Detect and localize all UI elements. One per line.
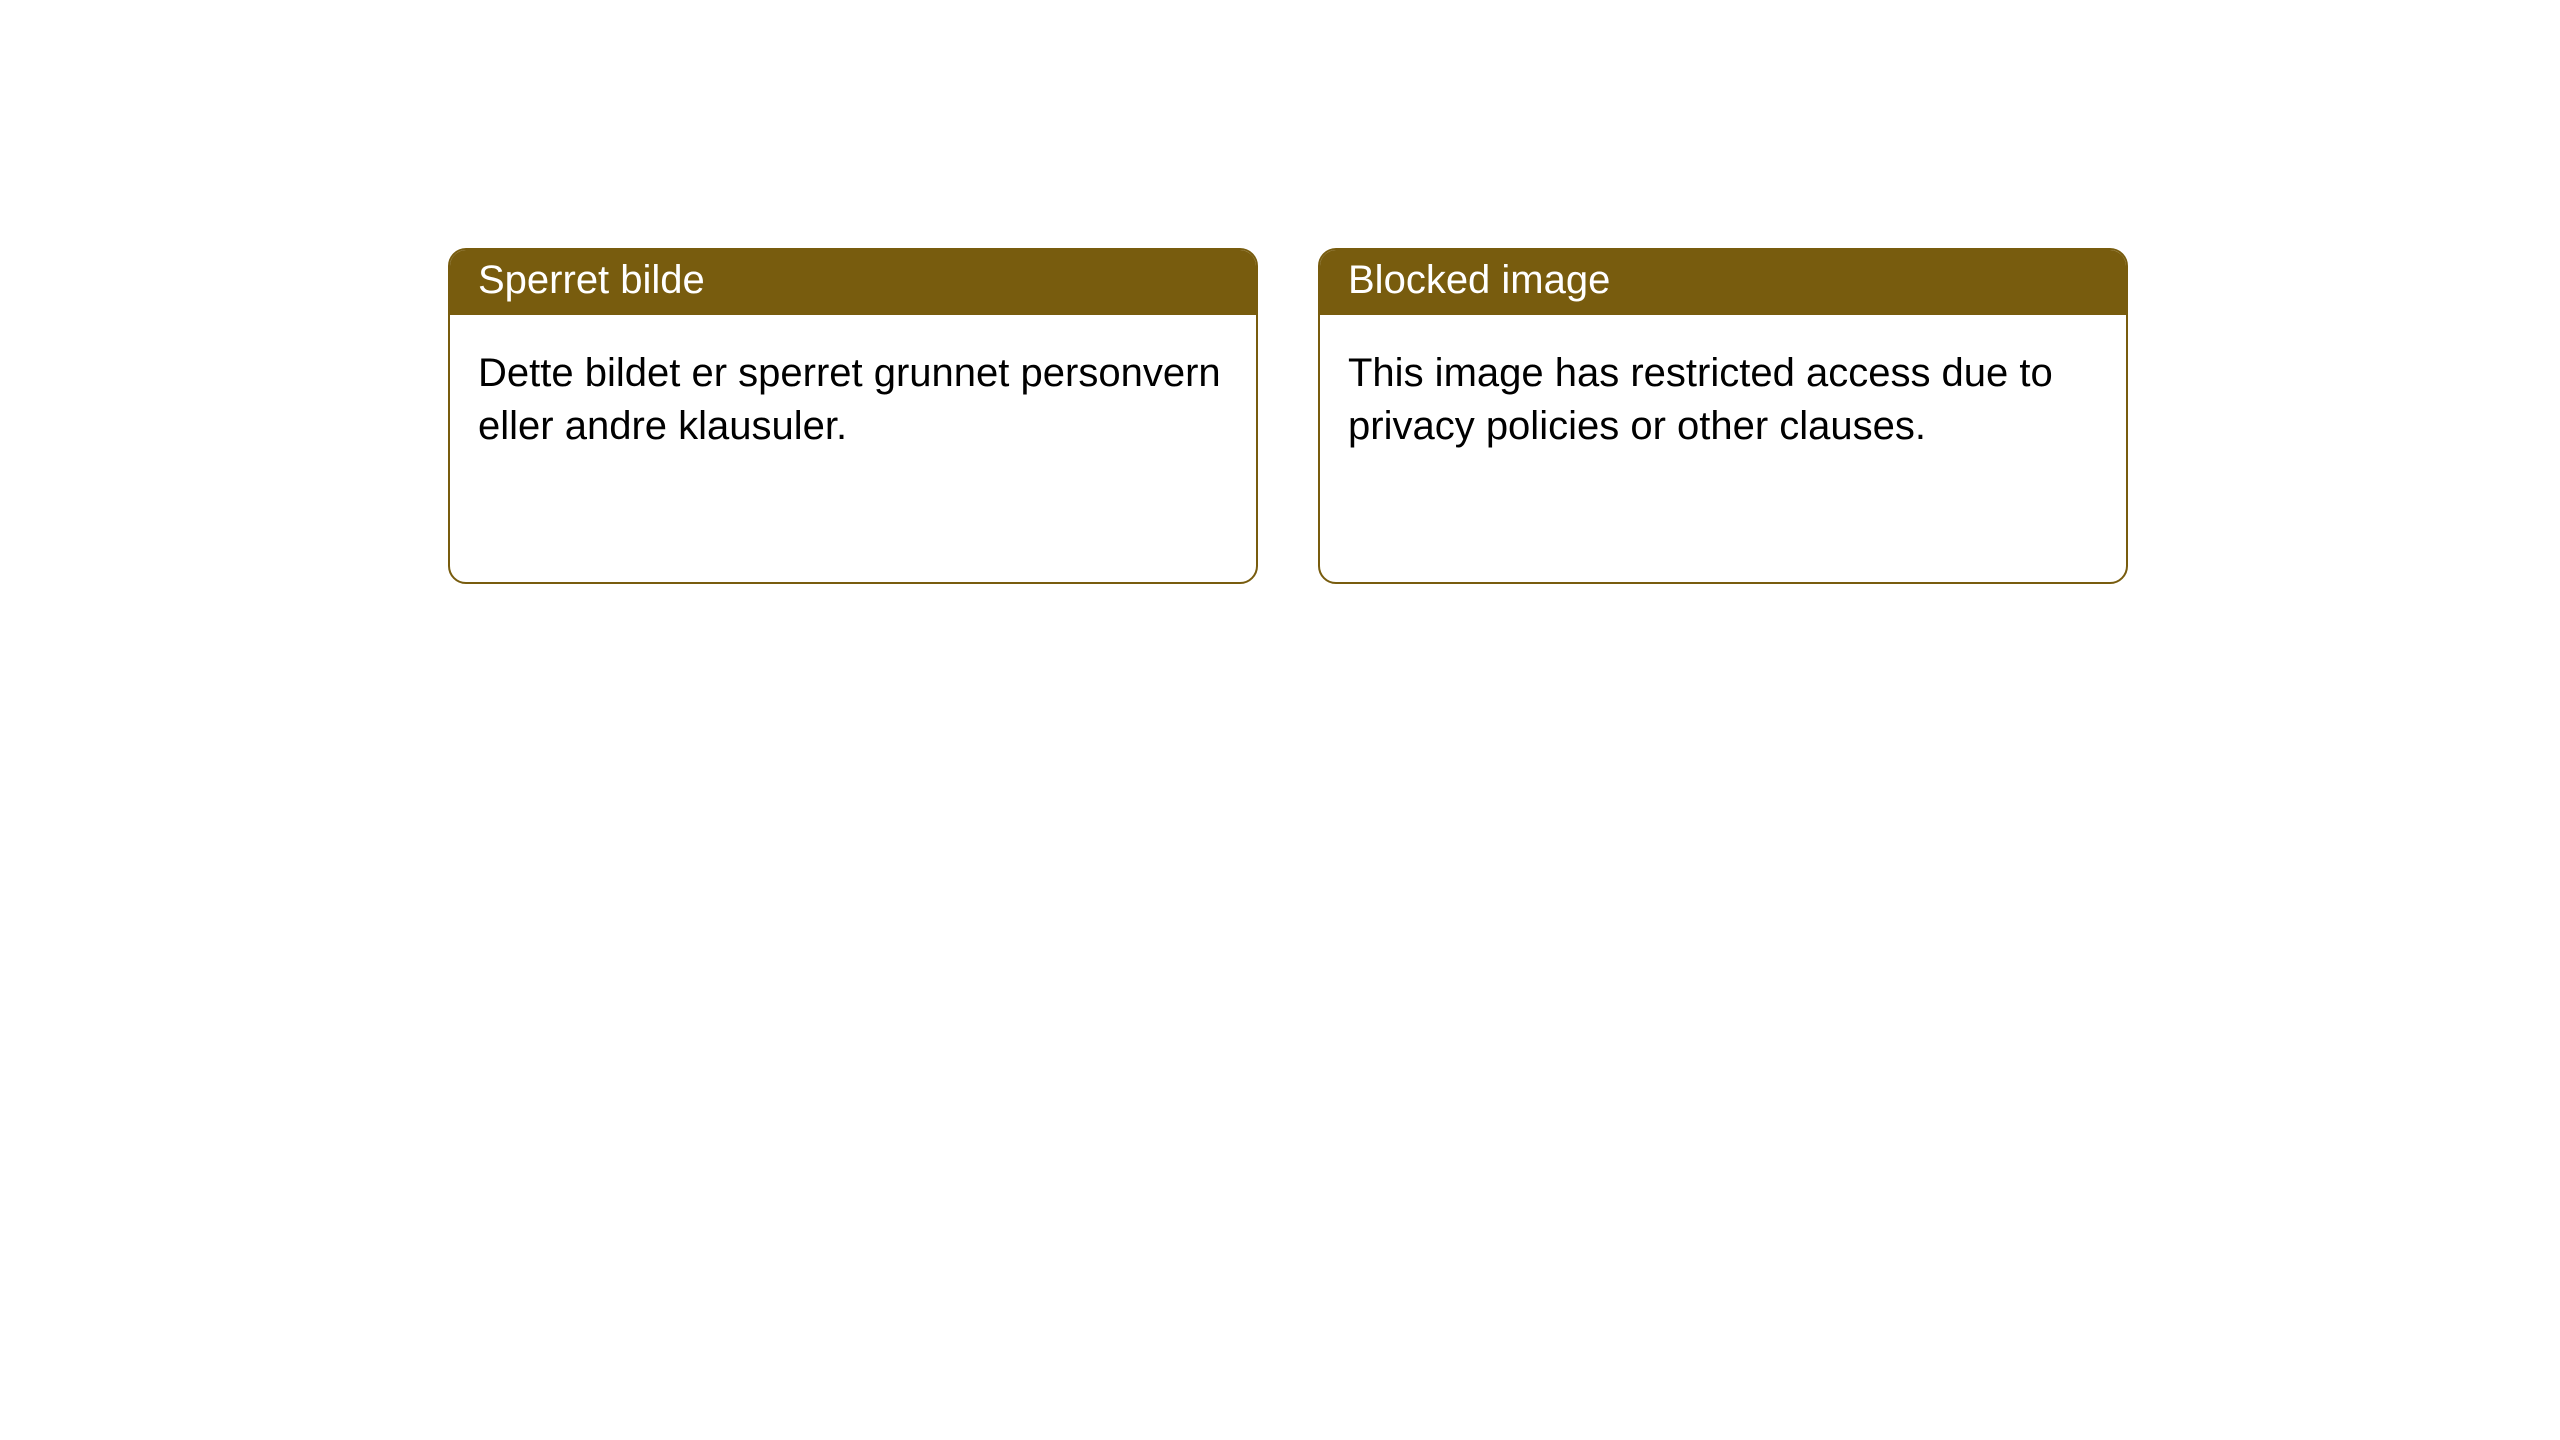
notice-header: Sperret bilde [450,250,1256,315]
notice-card-norwegian: Sperret bilde Dette bildet er sperret gr… [448,248,1258,584]
notice-body: This image has restricted access due to … [1320,315,2126,485]
notice-title: Sperret bilde [478,258,705,302]
notice-body-text: Dette bildet er sperret grunnet personve… [478,351,1221,448]
notice-header: Blocked image [1320,250,2126,315]
notice-body-text: This image has restricted access due to … [1348,351,2053,448]
notice-container: Sperret bilde Dette bildet er sperret gr… [0,0,2560,584]
notice-body: Dette bildet er sperret grunnet personve… [450,315,1256,485]
notice-title: Blocked image [1348,258,1610,302]
notice-card-english: Blocked image This image has restricted … [1318,248,2128,584]
